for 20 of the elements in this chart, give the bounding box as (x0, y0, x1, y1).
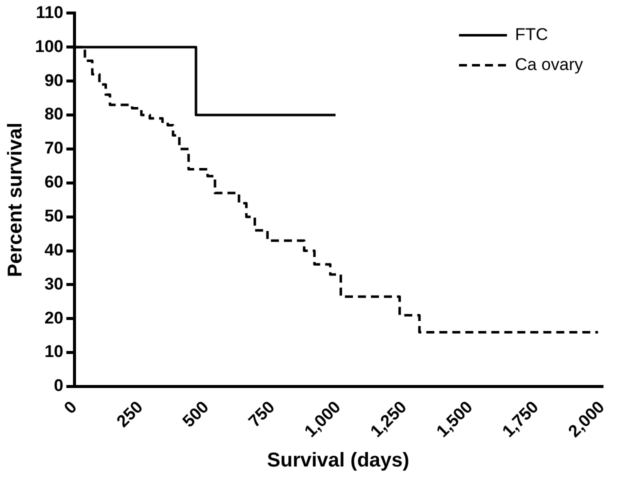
y-tick-label: 100 (34, 36, 64, 56)
legend-label: Ca ovary (514, 54, 584, 74)
x-tick-label: 250 (112, 397, 146, 431)
y-tick-label: 30 (44, 274, 64, 294)
y-tick-label: 110 (36, 2, 64, 22)
y-tick-label: 0 (54, 376, 64, 396)
y-tick-label: 10 (44, 342, 64, 362)
y-axis-title: Percent survival (4, 122, 27, 278)
y-tick-label: 80 (44, 104, 64, 124)
y-tick-label: 60 (44, 172, 64, 192)
x-axis-title: Survival (days) (267, 450, 410, 472)
x-tick-label: 500 (178, 397, 212, 431)
x-tick-label: 0 (60, 397, 81, 418)
y-tick-label: 40 (44, 240, 64, 260)
y-tick-label: 70 (44, 138, 64, 158)
y-tick-label: 20 (44, 308, 64, 328)
legend-label: FTC (514, 24, 548, 44)
y-tick-label: 90 (44, 70, 64, 90)
y-tick-label: 50 (44, 206, 64, 226)
x-tick-label: 750 (244, 397, 278, 431)
